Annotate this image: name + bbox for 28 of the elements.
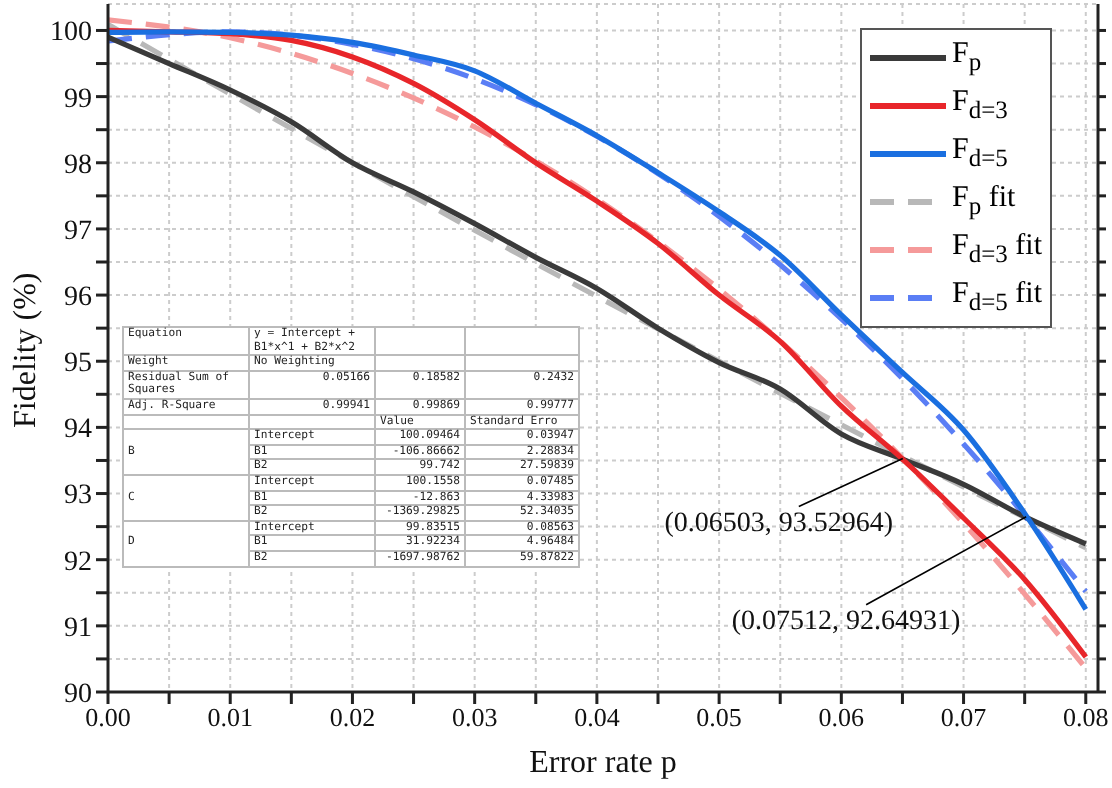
x-tick-label: 0.05 [696, 702, 742, 733]
x-tick-label: 0.03 [451, 702, 498, 733]
y-tick-label: 93 [64, 481, 92, 512]
annotation: (0.06503, 93.52964) [664, 508, 894, 539]
y-tick-label: 97 [64, 216, 92, 247]
legend-label: F$_{p}$ fit [952, 182, 1016, 220]
y-tick-label: 91 [64, 613, 92, 644]
legend-label: F$_{d=3}$ fit [952, 230, 1042, 268]
x-tick-label: 0.07 [940, 702, 988, 733]
x-tick-label: 0.01 [207, 702, 253, 733]
x-tick-label: 0.04 [574, 702, 621, 733]
y-tick-label: 92 [64, 547, 92, 578]
x-tick-label: 0.08 [1063, 702, 1109, 733]
x-tick-label: 0.02 [329, 702, 376, 733]
legend-label: F$_{d=3}$ [952, 86, 1008, 124]
y-tick-label: 96 [64, 283, 92, 314]
x-tick-label: 0.06 [818, 702, 866, 733]
y-axis-title: Fidelity (%) [9, 272, 44, 428]
legend-label: F$_{p}$ [952, 38, 982, 76]
y-tick-label: 100 [50, 18, 92, 49]
legend-label: F$_{d=5}$ [952, 134, 1008, 172]
y-tick-label: 95 [64, 349, 92, 380]
x-axis-title: Error rate p [529, 746, 677, 780]
annotation: (0.07512, 92.64931) [731, 606, 962, 637]
y-tick-label: 98 [64, 150, 92, 181]
y-tick-label: 94 [64, 415, 92, 446]
y-tick-label: 99 [64, 84, 92, 115]
legend-label: F$_{d=5}$ fit [952, 278, 1042, 316]
